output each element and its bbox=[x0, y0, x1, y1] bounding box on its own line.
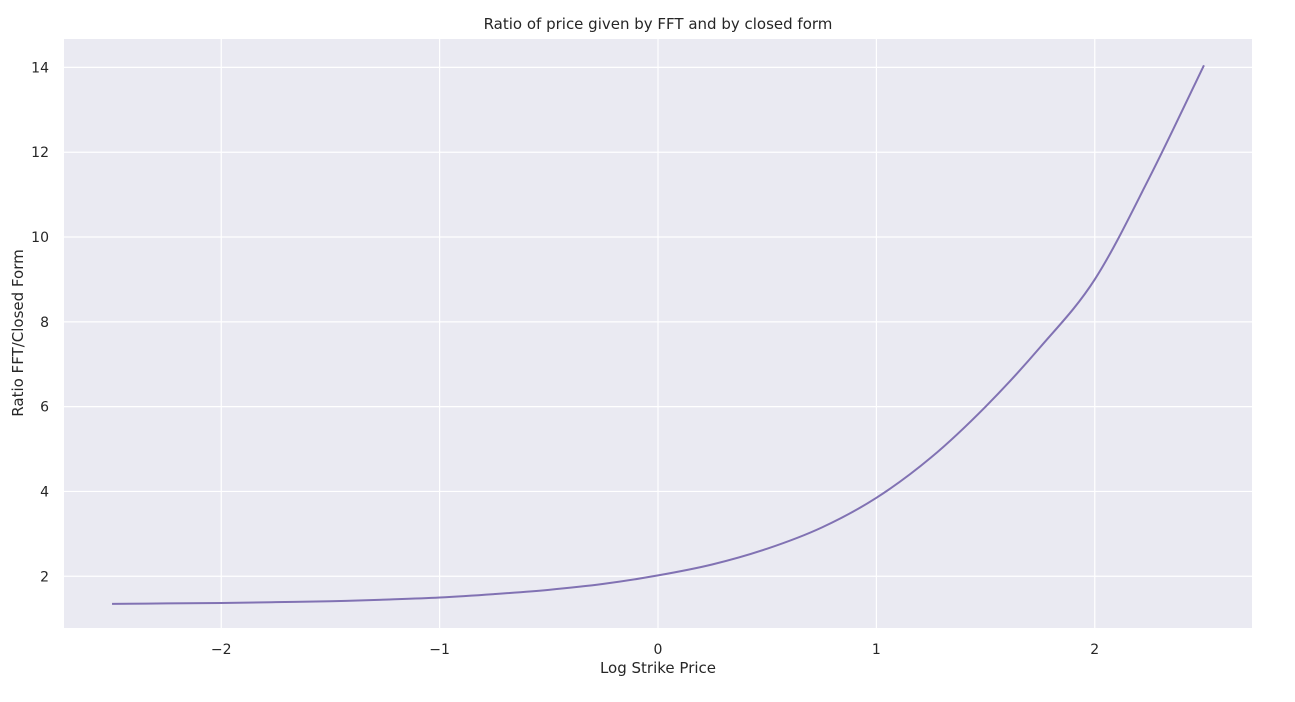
x-tick-label: −2 bbox=[211, 642, 232, 658]
y-tick-label: 2 bbox=[40, 569, 49, 585]
y-tick-label: 8 bbox=[40, 315, 49, 331]
grid bbox=[64, 39, 1252, 628]
y-ticks: 2 4 6 8 10 12 14 bbox=[31, 60, 49, 585]
x-axis-label: Log Strike Price bbox=[600, 659, 716, 677]
chart-title: Ratio of price given by FFT and by close… bbox=[484, 15, 833, 33]
y-tick-label: 6 bbox=[40, 400, 49, 416]
series-layer bbox=[112, 64, 1205, 605]
y-tick-label: 12 bbox=[31, 145, 49, 161]
y-tick-label: 10 bbox=[31, 230, 49, 246]
x-ticks: −2 −1 0 1 2 bbox=[211, 642, 1099, 658]
y-tick-label: 14 bbox=[31, 60, 49, 76]
x-tick-label: 2 bbox=[1090, 642, 1099, 658]
x-tick-label: −1 bbox=[429, 642, 450, 658]
x-tick-label: 1 bbox=[872, 642, 881, 658]
x-tick-label: 0 bbox=[654, 642, 663, 658]
series-line bbox=[112, 64, 1205, 605]
y-tick-label: 4 bbox=[40, 484, 49, 500]
y-axis-label: Ratio FFT/Closed Form bbox=[9, 249, 27, 416]
